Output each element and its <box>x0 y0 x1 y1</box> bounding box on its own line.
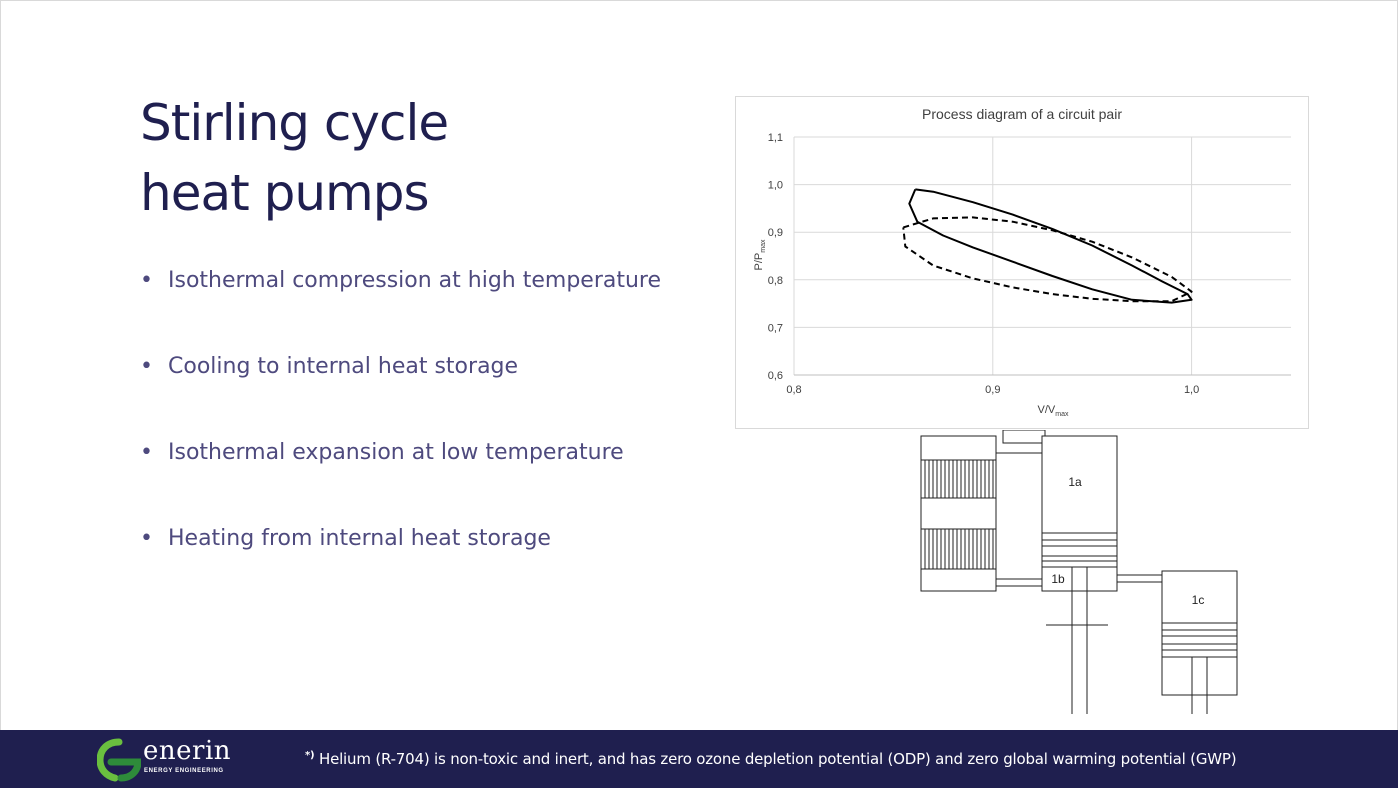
bullet-marker: • <box>140 354 153 379</box>
x-tick-label: 1,0 <box>1184 384 1199 396</box>
y-tick-label: 1,0 <box>768 180 783 192</box>
footnote-text: Helium (R-704) is non-toxic and inert, a… <box>318 750 1237 768</box>
label-1c: 1c <box>1192 593 1205 607</box>
piston-1c <box>1161 622 1238 658</box>
x-tick-label: 0,9 <box>985 384 1000 396</box>
y-tick-label: 1,1 <box>768 132 783 144</box>
x-tick-label: 0,8 <box>786 384 801 396</box>
y-axis-label: P/Pmax <box>753 239 767 270</box>
top-neck <box>1002 430 1046 444</box>
piston-1a <box>1041 532 1118 568</box>
chart-svg: Process diagram of a circuit pair 0,6 0,7… <box>753 106 1291 418</box>
regenerator-column <box>995 452 1043 580</box>
enerin-logo: enerin ENERGY ENGINEERING <box>97 736 237 782</box>
x-axis-label: V/Vmax <box>1038 404 1069 418</box>
series-dashed-loop <box>902 216 1193 303</box>
bullet-text: Cooling to internal heat storage <box>168 354 519 379</box>
bullet-item: • Isothermal expansion at low temperature <box>140 434 661 520</box>
bullet-marker: • <box>140 268 153 293</box>
chart-ticks: 0,6 0,7 0,8 0,9 1,0 1,1 0,8 0,9 1,0 <box>768 132 1200 396</box>
x-axis-label-main: V/V <box>1038 404 1056 416</box>
upper-fin-block <box>920 459 997 499</box>
slide-title-line-1: Stirling cycle <box>140 94 449 152</box>
chart-series <box>902 188 1193 304</box>
x-axis-label-sub: max <box>1055 411 1069 418</box>
footnote: *) Helium (R-704) is non-toxic and inert… <box>305 750 1237 768</box>
slide-title: Stirling cycle heat pumps <box>140 88 449 228</box>
logo-subtitle: ENERGY ENGINEERING <box>144 768 224 774</box>
y-tick-label: 0,7 <box>768 322 783 334</box>
y-axis-label-main: P/P <box>753 253 765 271</box>
series-solid-loop <box>908 188 1193 304</box>
chart-grid <box>793 136 1291 376</box>
footnote-marker: *) <box>305 750 315 761</box>
y-tick-label: 0,9 <box>768 227 783 239</box>
bullet-text: Isothermal compression at high temperatu… <box>168 268 662 293</box>
footer-bar: enerin ENERGY ENGINEERING *) Helium (R-7… <box>0 730 1398 788</box>
y-axis-label-sub: max <box>760 239 767 253</box>
bullet-marker: • <box>140 440 153 465</box>
bullet-list: • Isothermal compression at high temperat… <box>140 262 661 606</box>
bullet-marker: • <box>140 526 153 551</box>
y-tick-label: 0,6 <box>768 370 783 382</box>
label-1a: 1a <box>1068 475 1082 489</box>
label-1b: 1b <box>1051 572 1065 586</box>
lower-fin-block <box>920 528 997 570</box>
bullet-text: Isothermal expansion at low temperature <box>168 440 624 465</box>
y-tick-label: 0,8 <box>768 275 783 287</box>
mechanism-svg: 1a 1b 1c <box>920 430 1238 714</box>
logo-mark-icon <box>97 738 141 782</box>
process-diagram-chart: Process diagram of a circuit pair 0,6 0,7… <box>735 96 1309 429</box>
cylinder-1a <box>1041 435 1118 592</box>
bullet-item: • Isothermal compression at high temperat… <box>140 262 661 348</box>
bullet-item: • Heating from internal heat storage <box>140 520 661 606</box>
bullet-text: Heating from internal heat storage <box>168 526 551 551</box>
slide-title-line-2: heat pumps <box>140 164 430 222</box>
bullet-item: • Cooling to internal heat storage <box>140 348 661 434</box>
logo-name: enerin <box>143 736 232 766</box>
chart-title: Process diagram of a circuit pair <box>922 106 1122 122</box>
stirling-mechanism-diagram: 1a 1b 1c <box>915 430 1245 720</box>
